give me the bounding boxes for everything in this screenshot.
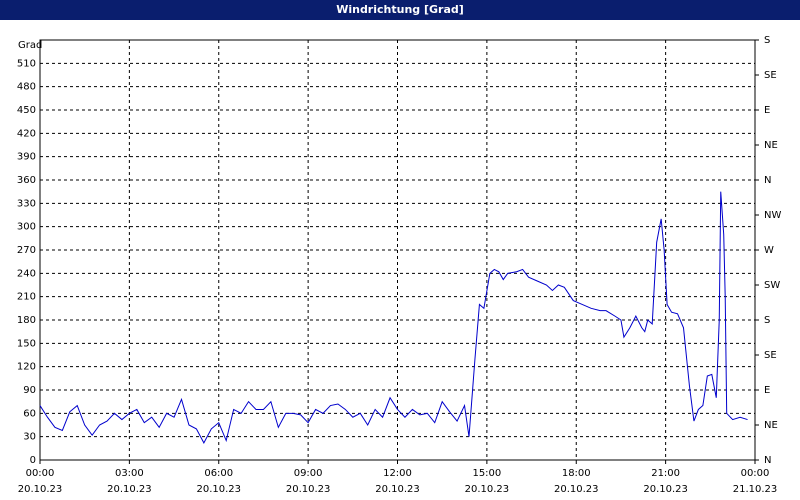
x-tick-date: 20.10.23 bbox=[286, 484, 331, 495]
y-tick-label: 210 bbox=[17, 292, 36, 303]
x-tick-label: 18:00 bbox=[562, 468, 591, 479]
y-tick-label: 420 bbox=[17, 128, 36, 139]
y-tick-label: 330 bbox=[17, 198, 36, 209]
x-tick-label: 09:00 bbox=[294, 468, 323, 479]
title-bar bbox=[0, 0, 800, 20]
y-tick-label: 60 bbox=[23, 408, 36, 419]
x-tick-label: 15:00 bbox=[472, 468, 501, 479]
x-tick-date: 20.10.23 bbox=[465, 484, 510, 495]
y-tick-label: 360 bbox=[17, 175, 36, 186]
y2-tick-label: E bbox=[764, 105, 770, 116]
y-tick-label: 90 bbox=[23, 385, 36, 396]
y-axis-label: Grad bbox=[18, 40, 42, 51]
chart-title: Windrichtung [Grad] bbox=[336, 3, 464, 16]
y2-tick-label: W bbox=[764, 245, 774, 256]
y-tick-label: 270 bbox=[17, 245, 36, 256]
data-line bbox=[39, 191, 748, 444]
x-tick-date: 20.10.23 bbox=[375, 484, 420, 495]
y-tick-label: 450 bbox=[17, 105, 36, 116]
y2-tick-label: NE bbox=[764, 420, 778, 431]
x-tick-date: 20.10.23 bbox=[107, 484, 152, 495]
x-tick-label: 00:00 bbox=[741, 468, 770, 479]
x-tick-label: 06:00 bbox=[204, 468, 233, 479]
y-tick-label: 240 bbox=[17, 268, 36, 279]
y-tick-label: 30 bbox=[23, 432, 36, 443]
y2-tick-label: NE bbox=[764, 140, 778, 151]
y2-tick-label: S bbox=[764, 315, 770, 326]
x-tick-label: 21:00 bbox=[651, 468, 680, 479]
y2-tick-label: N bbox=[764, 175, 771, 186]
y2-tick-label: SE bbox=[764, 350, 777, 361]
y-tick-label: 150 bbox=[17, 338, 36, 349]
y-tick-label: 0 bbox=[30, 455, 36, 466]
y2-tick-label: SW bbox=[764, 280, 780, 291]
plot-frame bbox=[39, 39, 756, 461]
y-tick-label: 120 bbox=[17, 362, 36, 373]
x-tick-date: 20.10.23 bbox=[554, 484, 599, 495]
x-tick-label: 03:00 bbox=[115, 468, 144, 479]
x-tick-label: 00:00 bbox=[26, 468, 55, 479]
y-tick-label: 300 bbox=[17, 222, 36, 233]
x-tick-date: 20.10.23 bbox=[196, 484, 241, 495]
x-tick-date: 21.10.23 bbox=[733, 484, 778, 495]
y-tick-label: 390 bbox=[17, 152, 36, 163]
y2-tick-label: S bbox=[764, 35, 770, 46]
y2-tick-label: NW bbox=[764, 210, 781, 221]
x-tick-label: 12:00 bbox=[383, 468, 412, 479]
y-tick-label: 480 bbox=[17, 82, 36, 93]
y2-tick-label: E bbox=[764, 385, 770, 396]
y-tick-label: 180 bbox=[17, 315, 36, 326]
y-tick-label: 510 bbox=[17, 58, 36, 69]
x-tick-date: 20.10.23 bbox=[643, 484, 688, 495]
y2-tick-label: N bbox=[764, 455, 771, 466]
x-tick-date: 20.10.23 bbox=[18, 484, 63, 495]
y2-tick-label: SE bbox=[764, 70, 777, 81]
